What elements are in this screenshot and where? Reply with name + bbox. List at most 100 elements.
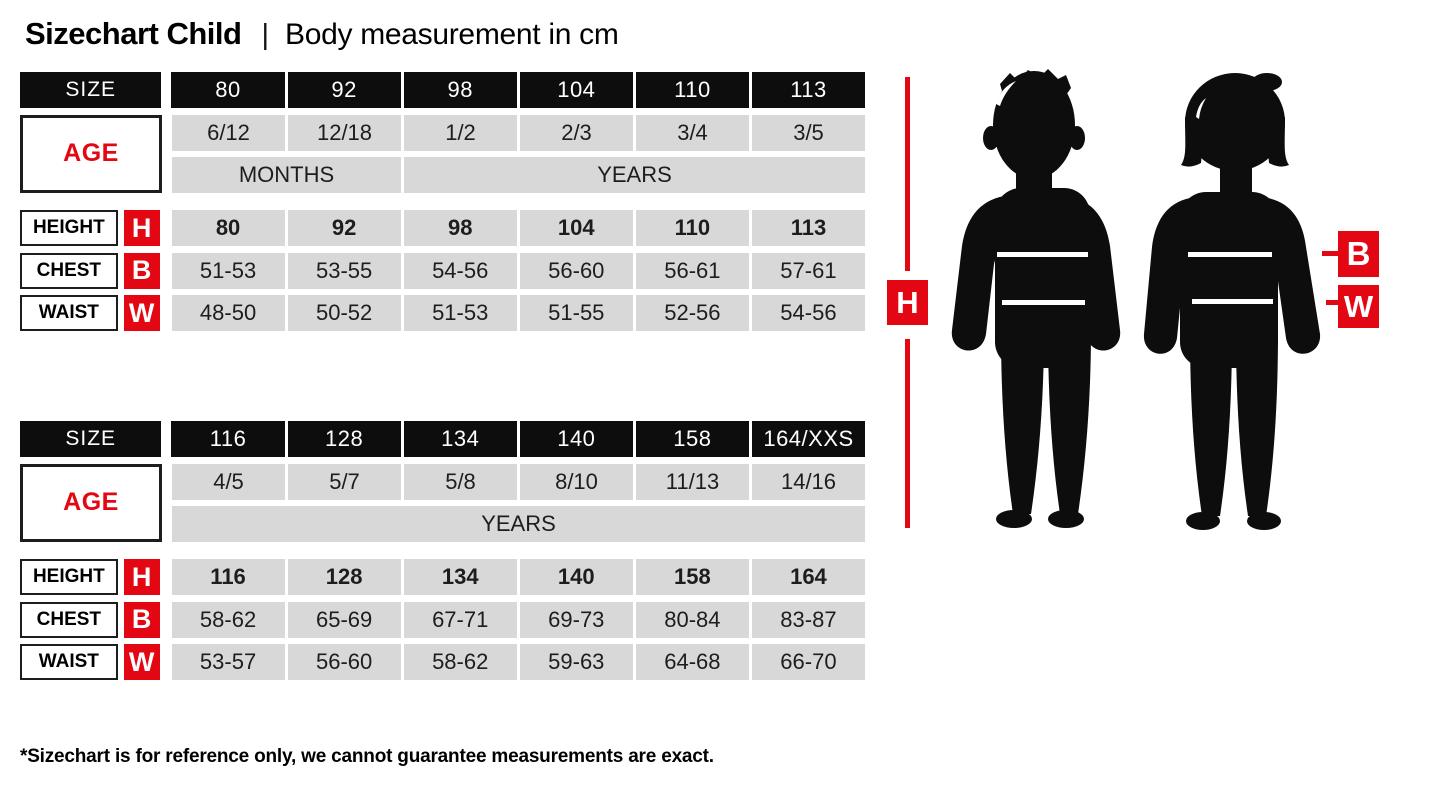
chest-value: 56-61 [635, 252, 749, 289]
girl-left-arm [1143, 198, 1190, 354]
height-value: 110 [635, 210, 749, 246]
height-measure-line-bottom [905, 339, 910, 528]
boy-foot [1048, 510, 1084, 528]
height-label: HEIGHT [20, 210, 118, 246]
waist-value: 53-57 [171, 644, 285, 680]
w-badge: W [123, 295, 160, 331]
figure-height-badge: H [887, 280, 928, 325]
height-value: 134 [403, 559, 517, 595]
chest-value: 54-56 [403, 252, 517, 289]
girl-right-leg [1236, 332, 1278, 516]
chest-value: 80-84 [635, 601, 749, 638]
boy-torso [995, 188, 1090, 368]
boy-foot [996, 510, 1032, 528]
waist-value: 66-70 [751, 644, 865, 680]
boy-hair [1000, 69, 1071, 98]
page-title: Sizechart Child | Body measurement in cm [25, 16, 619, 52]
chest-value: 57-61 [751, 252, 865, 289]
boy-silhouette [951, 69, 1121, 528]
age-values-row: 4/5 5/7 5/8 8/10 11/13 14/16 [172, 463, 868, 500]
size-value: 92 [287, 72, 401, 108]
height-value: 113 [751, 210, 865, 246]
chest-value: 65-69 [287, 601, 401, 638]
girl-left-leg [1190, 332, 1232, 516]
girl-silhouette [1143, 73, 1321, 530]
age-value: 5/8 [404, 463, 517, 500]
size-value: 158 [635, 421, 749, 457]
chest-row: CHEST B 58-62 65-69 67-71 69-73 80-84 83… [20, 601, 868, 638]
b-badge: B [123, 601, 160, 638]
waist-value: 58-62 [403, 644, 517, 680]
age-value: 1/2 [404, 114, 517, 151]
title-main: Sizechart Child [25, 16, 242, 51]
waist-value: 48-50 [171, 295, 285, 331]
age-unit-years: YEARS [404, 157, 865, 193]
age-value: 4/5 [172, 463, 285, 500]
chest-label: CHEST [20, 252, 118, 289]
sizechart-table-toddler: SIZE 80 92 98 104 110 113 AGE 6/12 12/18… [20, 72, 868, 338]
age-value: 2/3 [520, 114, 633, 151]
age-unit-months: MONTHS [172, 157, 401, 193]
age-value: 12/18 [288, 114, 401, 151]
size-value: 113 [751, 72, 866, 108]
chest-label: CHEST [20, 601, 118, 638]
girl-hair-tuft [1252, 73, 1282, 91]
figure-waist-badge: W [1338, 285, 1379, 328]
boy-left-leg [1001, 330, 1044, 514]
height-value: 92 [287, 210, 401, 246]
size-value: 134 [403, 421, 517, 457]
chest-value: 58-62 [171, 601, 285, 638]
title-subtitle: Body measurement in cm [284, 18, 619, 51]
size-value: 80 [171, 72, 285, 108]
girl-hair-right-lock [1266, 117, 1289, 167]
height-label: HEIGHT [20, 559, 118, 595]
size-header-cell: SIZE [20, 421, 162, 457]
height-value: 158 [635, 559, 749, 595]
age-header-cell: AGE [20, 463, 162, 542]
size-value: 110 [635, 72, 749, 108]
waist-value: 64-68 [635, 644, 749, 680]
girl-right-arm [1268, 198, 1321, 354]
age-value: 8/10 [520, 463, 633, 500]
chest-value: 56-60 [519, 252, 633, 289]
age-unit-years: YEARS [172, 506, 865, 542]
waist-value: 59-63 [519, 644, 633, 680]
age-value: 14/16 [752, 463, 865, 500]
boy-ear [1069, 126, 1085, 150]
height-value: 140 [519, 559, 633, 595]
girl-hair [1185, 73, 1285, 171]
boy-right-leg [1048, 330, 1091, 514]
height-value: 98 [403, 210, 517, 246]
size-row: SIZE 80 92 98 104 110 113 [20, 72, 868, 108]
waist-value: 56-60 [287, 644, 401, 680]
age-values-row: 6/12 12/18 1/2 2/3 3/4 3/5 [172, 114, 868, 151]
boy-ear [983, 126, 999, 150]
waist-value: 51-53 [403, 295, 517, 331]
waist-value: 52-56 [635, 295, 749, 331]
size-value: 140 [519, 421, 633, 457]
age-units-row: MONTHS YEARS [172, 157, 868, 193]
size-value: 116 [171, 421, 285, 457]
girl-foot [1247, 512, 1281, 530]
age-block: AGE 6/12 12/18 1/2 2/3 3/4 3/5 MONTHS YE… [20, 114, 868, 193]
waist-label: WAIST [20, 295, 118, 331]
sizechart-table-kids: SIZE 116 128 134 140 158 164/XXS AGE 4/5… [20, 421, 868, 687]
size-value: 98 [403, 72, 517, 108]
size-row: SIZE 116 128 134 140 158 164/XXS [20, 421, 868, 457]
height-value: 104 [519, 210, 633, 246]
size-value: 164/XXS [751, 421, 866, 457]
size-header-cell: SIZE [20, 72, 162, 108]
h-badge: H [123, 210, 160, 246]
h-badge: H [123, 559, 160, 595]
waist-row: WAIST W 53-57 56-60 58-62 59-63 64-68 66… [20, 644, 868, 680]
footnote: *Sizechart is for reference only, we can… [20, 746, 714, 767]
chest-value: 67-71 [403, 601, 517, 638]
girl-hair-left-lock [1181, 117, 1204, 167]
age-value: 11/13 [636, 463, 749, 500]
height-value: 128 [287, 559, 401, 595]
boy-hair-highlight [996, 81, 1016, 106]
chest-row: CHEST B 51-53 53-55 54-56 56-60 56-61 57… [20, 252, 868, 289]
girl-chest-line [1188, 252, 1272, 257]
boy-chest-line [997, 252, 1088, 257]
